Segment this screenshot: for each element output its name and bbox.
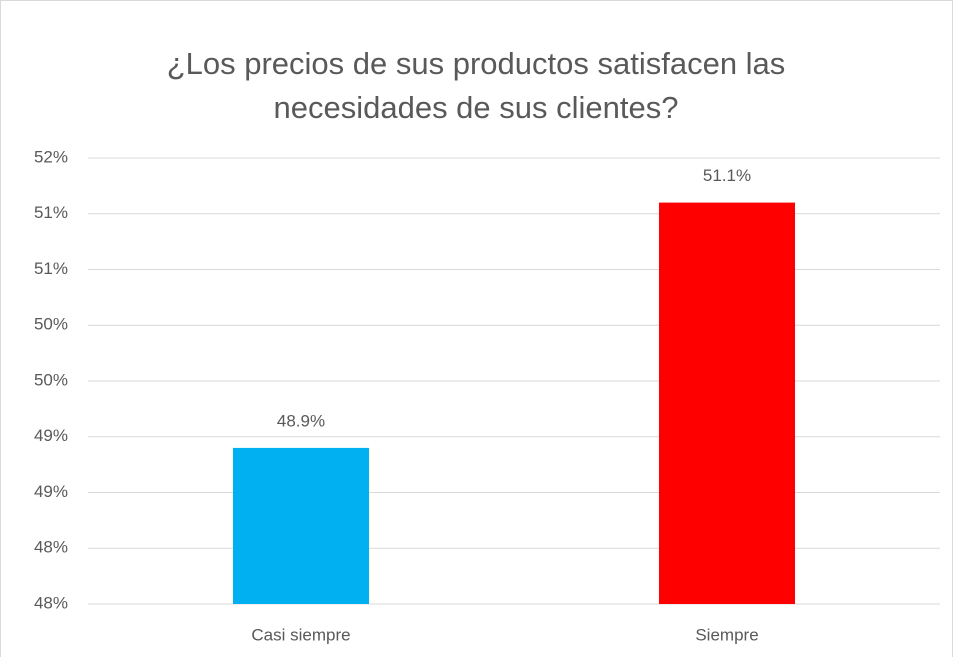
y-tick-label: 49% bbox=[34, 482, 68, 501]
y-tick-label: 50% bbox=[34, 370, 68, 389]
chart-title: ¿Los precios de sus productos satisfacen… bbox=[166, 46, 786, 125]
y-tick-label: 51% bbox=[34, 259, 68, 278]
bar bbox=[659, 202, 795, 604]
y-tick-label: 48% bbox=[34, 593, 68, 612]
x-tick-label: Casi siempre bbox=[251, 625, 350, 644]
bar bbox=[233, 447, 369, 604]
y-tick-label: 48% bbox=[34, 538, 68, 557]
y-tick-label: 49% bbox=[34, 426, 68, 445]
data-label: 51.1% bbox=[703, 166, 751, 185]
x-tick-label: Siempre bbox=[695, 625, 758, 644]
data-label: 48.9% bbox=[277, 411, 325, 430]
y-tick-label: 51% bbox=[34, 203, 68, 222]
y-tick-label: 50% bbox=[34, 315, 68, 334]
y-tick-label: 52% bbox=[34, 147, 68, 166]
